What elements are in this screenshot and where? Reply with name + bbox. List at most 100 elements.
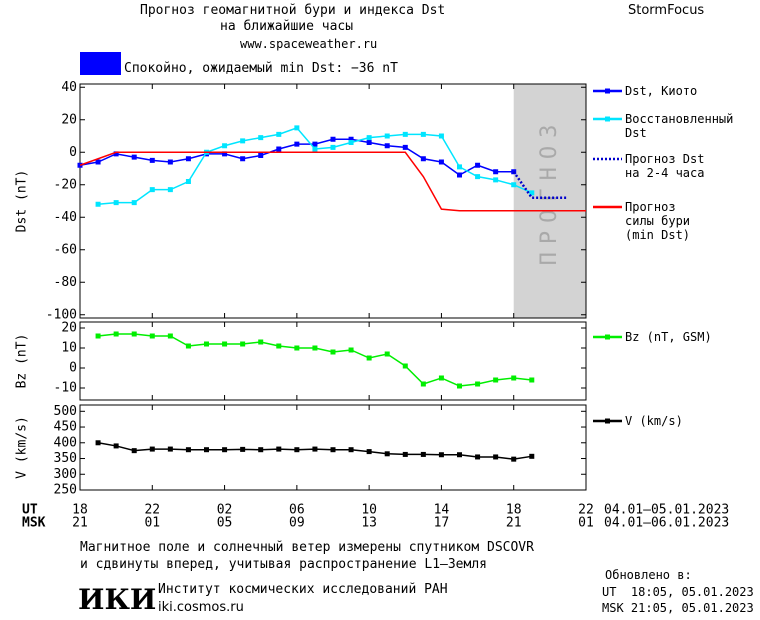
data-point: [204, 447, 209, 453]
data-point: [312, 141, 318, 147]
data-point: [131, 154, 137, 160]
data-point: [438, 133, 444, 139]
data-point: [294, 141, 300, 147]
legend-entry: Bz (nT, GSM): [625, 330, 712, 344]
x-tick-label: 22: [144, 503, 160, 518]
data-point: [384, 351, 390, 357]
data-point: [457, 452, 462, 458]
institute: Институт космических исследований РАН: [158, 582, 448, 597]
data-point: [330, 447, 336, 453]
data-point: [348, 136, 354, 142]
data-point: [475, 162, 481, 168]
data-point: [95, 159, 101, 165]
plot-frame: [79, 83, 587, 319]
data-point: [185, 447, 191, 453]
x2-range: 04.01–06.01.2023: [604, 516, 729, 531]
data-point: [185, 179, 191, 184]
legend-entry: Прогноз силы бури (min Dst): [625, 200, 691, 242]
data-point: [131, 448, 137, 454]
data-point: [167, 187, 173, 193]
data-point: [420, 131, 426, 137]
data-point: [222, 341, 228, 347]
data-point: [240, 138, 246, 144]
title: на ближайшие часы: [220, 19, 354, 34]
data-point: [294, 345, 300, 351]
series-line: [512, 171, 568, 199]
data-point: [276, 446, 282, 452]
data-point: [475, 174, 481, 180]
data-point: [402, 363, 408, 369]
legend-entry: Прогноз Dst на 2-4 часа: [625, 152, 705, 180]
data-point: [493, 169, 499, 175]
x-range: 04.01–05.01.2023: [604, 503, 729, 518]
y-tick-label: 500: [54, 404, 77, 419]
note: и сдвинуты вперед, учитывая распростране…: [80, 557, 487, 572]
data-point: [240, 446, 246, 452]
series-line: [97, 333, 532, 387]
y-axis-title: Dst (nT): [15, 170, 30, 233]
data-point: [167, 333, 173, 339]
data-point: [348, 140, 354, 145]
y-tick-label: -10: [54, 381, 77, 396]
y-tick-label: 0: [69, 361, 77, 376]
data-point: [457, 172, 462, 178]
y-tick-label: 20: [61, 112, 77, 127]
x2-tick-label: 21: [72, 516, 88, 531]
x-axis-name: UT: [22, 503, 38, 518]
legend-entry: Dst, Киото: [625, 84, 698, 98]
data-point: [366, 449, 372, 455]
data-point: [330, 144, 336, 150]
data-point: [222, 143, 228, 149]
data-point: [348, 347, 354, 353]
data-point: [113, 200, 119, 206]
data-point: [330, 349, 336, 355]
data-point: [294, 125, 300, 131]
y-tick-label: -40: [54, 210, 77, 225]
data-point: [113, 443, 119, 449]
data-point: [402, 144, 408, 150]
data-point: [258, 339, 264, 345]
y-tick-label: 250: [54, 483, 77, 498]
x2-tick-label: 01: [144, 516, 160, 531]
data-point: [420, 381, 426, 387]
data-point: [384, 143, 390, 149]
x2-tick-label: 01: [578, 516, 594, 531]
legend-entry: Восстановленный Dst: [625, 112, 734, 140]
data-point: [185, 343, 191, 349]
data-point: [113, 331, 119, 337]
x-tick-label: 22: [578, 503, 594, 518]
data-point: [167, 159, 173, 165]
data-point: [402, 131, 408, 137]
data-point: [438, 452, 444, 458]
plot-frame: [79, 321, 587, 401]
data-point: [276, 343, 282, 349]
data-point: [312, 345, 318, 351]
y-tick-label: -100: [46, 307, 77, 322]
data-point: [475, 381, 481, 387]
data-point: [131, 200, 137, 206]
data-point: [167, 446, 173, 452]
y-tick-label: 300: [54, 467, 77, 482]
status-swatch: [80, 52, 121, 75]
data-point: [493, 454, 499, 460]
x2-tick-label: 21: [506, 516, 522, 531]
data-point: [131, 331, 137, 337]
data-point: [294, 447, 300, 453]
logo: ИКИ: [78, 583, 157, 616]
data-point: [366, 140, 372, 145]
x2-tick-label: 05: [217, 516, 233, 531]
x-tick-label: 14: [434, 503, 450, 518]
data-point: [457, 383, 462, 389]
data-point: [258, 153, 264, 158]
url: www.spaceweather.ru: [240, 37, 378, 51]
data-point: [312, 146, 318, 152]
series-line: [79, 151, 586, 212]
data-point: [149, 187, 155, 193]
data-point: [438, 375, 444, 381]
data-point: [511, 456, 517, 462]
y-tick-label: 350: [54, 451, 77, 466]
x2-tick-label: 13: [361, 516, 377, 531]
brand: StormFocus: [628, 3, 705, 18]
legend-marker: [605, 88, 610, 94]
